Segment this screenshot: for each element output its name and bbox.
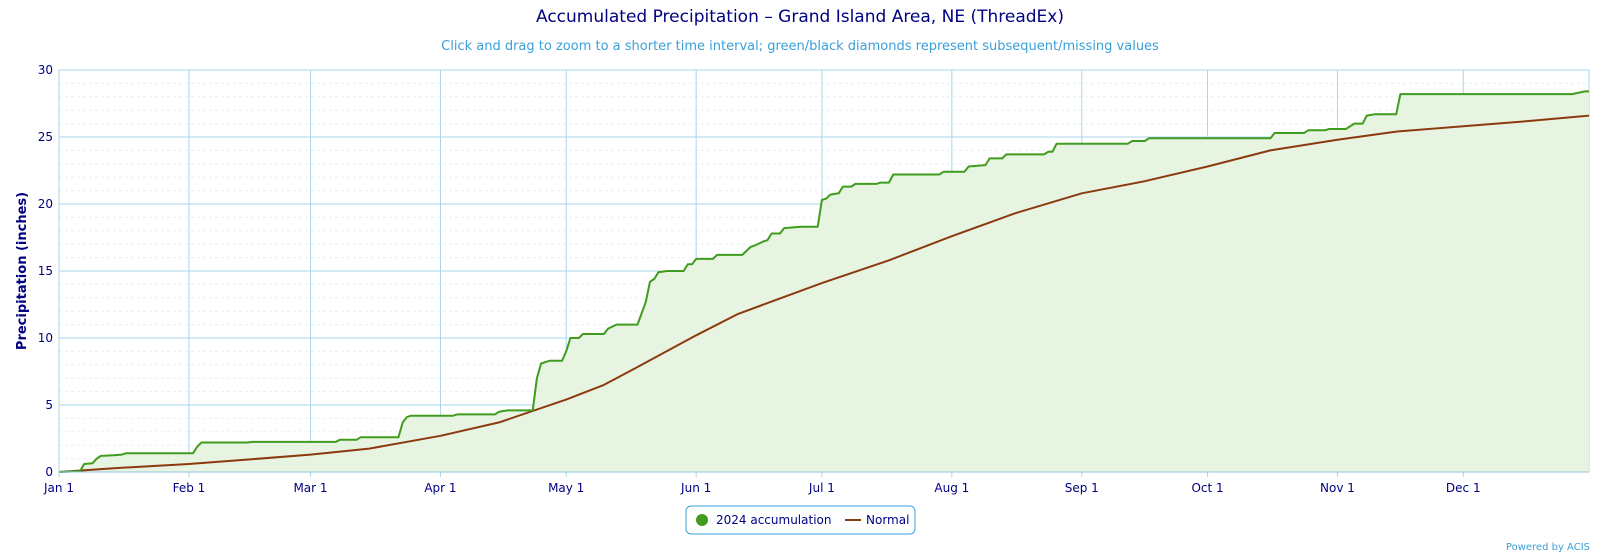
powered-by-acis-credit[interactable]: Powered by ACIS [1506,542,1590,553]
y-tick-label: 10 [38,331,53,345]
x-tick-label: Aug 1 [934,481,969,495]
x-tick-label: Feb 1 [173,481,206,495]
y-tick-label: 20 [38,197,53,211]
legend-label-accumulation: 2024 accumulation [716,513,831,527]
x-tick-label: Sep 1 [1065,481,1099,495]
y-tick-label: 0 [45,465,53,479]
accumulation-series-line[interactable] [58,90,1589,473]
legend[interactable]: 2024 accumulation Normal [685,505,916,535]
x-tick-label: Jul 1 [808,481,835,495]
y-tick-label: 25 [38,130,53,144]
y-axis-label: Precipitation (inches) [15,192,30,350]
plot-area[interactable] [58,90,1590,473]
x-tick-label: Mar 1 [293,481,327,495]
x-tick-label: Nov 1 [1320,481,1355,495]
y-tick-label: 30 [38,63,53,77]
x-tick-label: Oct 1 [1191,481,1223,495]
legend-swatch-accumulation [696,514,708,526]
x-tick-label: Jan 1 [43,481,74,495]
legend-label-normal: Normal [866,513,909,527]
legend-box [685,505,916,535]
x-tick-label: Dec 1 [1446,481,1481,495]
chart-title: Accumulated Precipitation – Grand Island… [536,7,1064,27]
legend-item-normal[interactable]: Normal [845,513,909,527]
chart-subtitle: Click and drag to zoom to a shorter time… [441,39,1159,54]
x-tick-label: May 1 [548,481,584,495]
x-tick-label: Jun 1 [680,481,711,495]
axes: 0 5 10 15 20 25 30 Jan 1 Feb 1 Mar 1 Apr 1 May 1 Jun… [38,63,1589,495]
normal-series-line[interactable] [58,114,1590,473]
x-tick-label: Apr 1 [424,481,456,495]
y-tick-label: 15 [38,264,53,278]
y-tick-label: 5 [45,398,53,412]
legend-item-accumulation[interactable]: 2024 accumulation [696,513,831,527]
